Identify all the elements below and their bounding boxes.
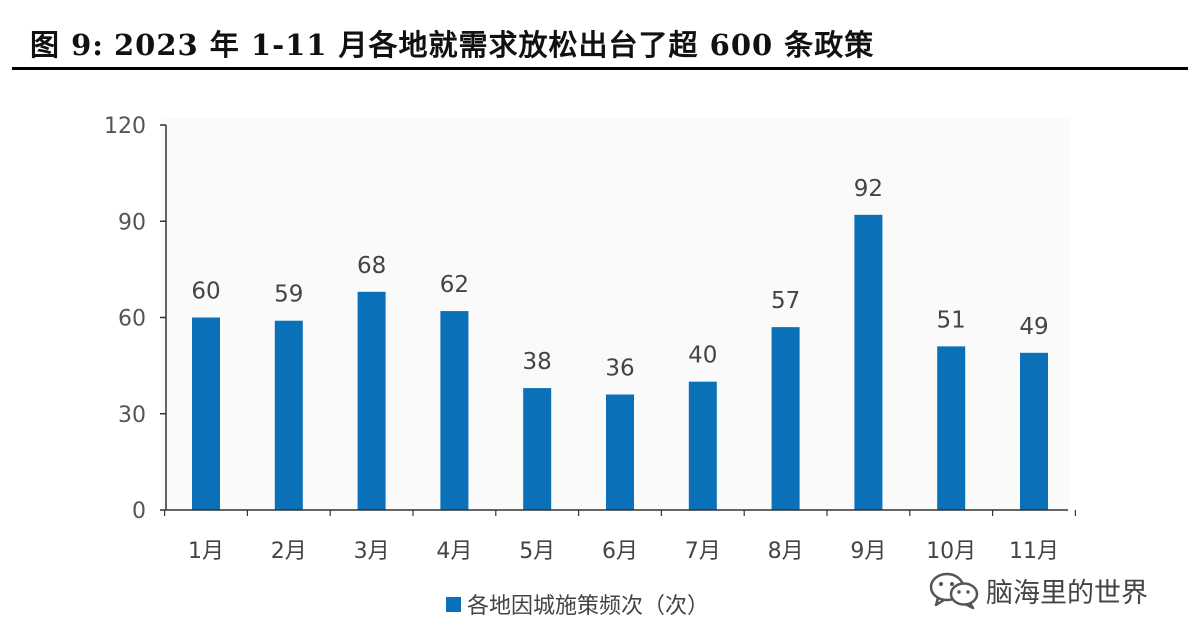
figure-number: 图 9: xyxy=(30,28,104,62)
bar xyxy=(688,381,717,510)
x-tick-label: 8月 xyxy=(768,539,804,564)
title-divider xyxy=(12,67,1188,70)
x-tick-label: 5月 xyxy=(519,539,555,564)
bar xyxy=(1020,352,1048,510)
bar xyxy=(854,214,883,511)
y-axis: 0 30 60 90 120 xyxy=(104,114,167,524)
y-tick-label: 120 xyxy=(104,114,146,139)
y-tick-label: 30 xyxy=(118,403,146,428)
bars-group xyxy=(192,214,1048,511)
x-tick-label: 7月 xyxy=(685,539,721,564)
x-tick-label: 10月 xyxy=(926,539,976,564)
data-label: 51 xyxy=(937,307,966,333)
x-tick-label: 4月 xyxy=(436,539,472,564)
watermark: 脑海里的世界 xyxy=(928,568,1148,612)
legend-label: 各地因城施策频次（次） xyxy=(467,594,709,619)
x-tick-label: 1月 xyxy=(188,539,224,564)
bar xyxy=(440,311,469,510)
y-tick-label: 0 xyxy=(132,499,146,524)
y-tick-label: 60 xyxy=(118,307,146,332)
bar xyxy=(937,346,966,510)
wechat-icon xyxy=(929,572,979,610)
bar xyxy=(357,291,386,510)
data-label: 40 xyxy=(688,343,717,369)
legend: 各地因城施策频次（次） xyxy=(446,594,709,619)
x-tick-label: 6月 xyxy=(602,539,638,564)
bar xyxy=(192,317,220,510)
figure-title-text: 2023 年 1-11 月各地就需求放松出台了超 600 条政策 xyxy=(113,28,875,62)
figure-title: 图 9: 2023 年 1-11 月各地就需求放松出台了超 600 条政策 xyxy=(30,22,1180,64)
data-label: 36 xyxy=(605,356,634,382)
data-label: 68 xyxy=(357,253,386,279)
x-axis: 1月 2月 3月 4月 5月 6月 7月 8月 9月 10月 11月 xyxy=(164,509,1077,564)
watermark-text: 脑海里的世界 xyxy=(986,577,1148,609)
data-labels-group: 60 59 68 62 38 36 40 57 92 51 49 xyxy=(191,176,1048,382)
legend-swatch xyxy=(446,597,461,612)
data-label: 60 xyxy=(191,279,220,305)
x-tick-label: 11月 xyxy=(1009,539,1059,564)
data-label: 38 xyxy=(523,349,552,375)
bar xyxy=(771,327,800,510)
data-label: 92 xyxy=(854,176,883,202)
data-label: 57 xyxy=(771,288,800,314)
data-label: 62 xyxy=(440,272,469,298)
bar xyxy=(606,394,634,510)
x-tick-label: 9月 xyxy=(850,539,886,564)
x-tick-label: 2月 xyxy=(271,539,307,564)
bar xyxy=(274,320,303,510)
data-label: 59 xyxy=(274,282,303,308)
y-tick-label: 90 xyxy=(118,210,146,235)
bar xyxy=(523,388,552,510)
data-label: 49 xyxy=(1019,314,1048,340)
x-tick-label: 3月 xyxy=(354,539,390,564)
